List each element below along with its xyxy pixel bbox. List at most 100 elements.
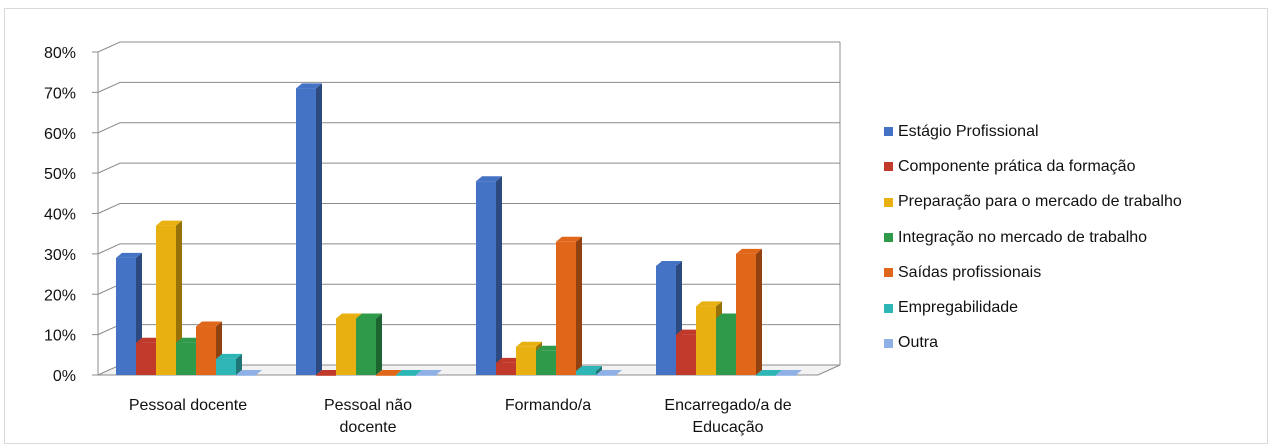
x-tick-label: Encarregado/a de Educação <box>664 397 791 436</box>
bar-face <box>216 358 236 375</box>
bar <box>556 236 582 375</box>
legend-item: Saídas profissionais <box>884 255 1182 290</box>
bar-face <box>556 241 576 375</box>
y-tick-label: 80% <box>44 45 76 62</box>
bar-face <box>556 236 582 242</box>
y-tick-label: 30% <box>44 247 76 264</box>
bar-face <box>756 248 762 375</box>
bar-face <box>236 353 242 375</box>
legend-label: Estágio Profissional <box>898 122 1039 140</box>
chart-legend: Estágio Profissional Componente prática d… <box>884 114 1182 361</box>
legend-swatch <box>884 268 893 278</box>
bar-face <box>756 370 782 375</box>
bar-face <box>396 375 416 376</box>
bar-face <box>776 370 802 375</box>
legend-item: Componente prática da formação <box>884 149 1182 184</box>
legend-swatch <box>884 197 893 207</box>
bar-face <box>676 334 696 375</box>
bar-face <box>176 220 182 375</box>
gridline <box>97 203 840 214</box>
bar-face <box>696 306 716 375</box>
bar-face <box>576 236 582 375</box>
bar-face <box>196 326 216 375</box>
legend-item: Preparação para o mercado de trabalho <box>884 185 1182 220</box>
bar <box>736 248 762 375</box>
bar-face <box>136 337 162 343</box>
bar-face <box>596 365 602 375</box>
bar-face <box>416 375 436 376</box>
bar-face <box>376 375 396 376</box>
y-tick-label: 10% <box>44 328 76 345</box>
bar-face <box>496 357 522 363</box>
legend-item: Integração no mercado de trabalho <box>884 220 1182 255</box>
legend-swatch <box>884 127 893 137</box>
bar-face <box>176 337 202 343</box>
bar <box>416 370 442 376</box>
bar-face <box>296 88 316 376</box>
bar-face <box>196 321 222 327</box>
legend-label: Saídas profissionais <box>898 263 1042 281</box>
bar <box>376 370 402 376</box>
bar-face <box>496 176 502 375</box>
bar-face <box>316 83 322 376</box>
bar-face <box>356 313 382 319</box>
y-tick-label: 70% <box>44 85 76 102</box>
bar-face <box>376 370 402 375</box>
legend-swatch <box>884 303 893 313</box>
legend-label: Componente prática da formação <box>898 157 1136 175</box>
bar <box>296 83 322 376</box>
bar-face <box>476 181 496 375</box>
y-tick-label: 40% <box>44 207 76 224</box>
bar <box>156 220 182 375</box>
gridline <box>97 243 840 255</box>
x-tick-label: Pessoal não docente <box>324 397 412 436</box>
bar-face <box>316 370 342 375</box>
bar-face <box>476 176 502 182</box>
bar-face <box>536 345 562 351</box>
bar-face <box>216 353 242 359</box>
legend-label: Outra <box>898 334 939 352</box>
gridline <box>97 122 840 134</box>
bar-face <box>176 342 196 375</box>
bar <box>236 370 262 376</box>
legend-swatch <box>884 162 893 172</box>
bar-face <box>736 253 756 375</box>
bar-face <box>376 313 382 375</box>
bar-face <box>656 265 676 375</box>
bar-face <box>596 375 616 376</box>
y-tick-label: 0% <box>53 368 76 385</box>
gridline <box>97 283 840 295</box>
bar-face <box>536 350 556 375</box>
bar-face <box>236 370 262 375</box>
x-tick-label: Pessoal docente <box>129 397 247 414</box>
legend-label: Integração no mercado de trabalho <box>898 228 1148 246</box>
legend-item: Outra <box>884 326 1182 361</box>
y-tick-label: 20% <box>44 287 76 304</box>
bar-face <box>656 260 682 266</box>
bar-face <box>576 365 602 371</box>
bar-face <box>516 346 536 375</box>
legend-swatch <box>884 233 893 243</box>
gridline <box>97 41 840 53</box>
legend-item: Estágio Profissional <box>884 114 1182 149</box>
bar <box>596 370 622 376</box>
bar-face <box>716 318 736 375</box>
bar-face <box>736 248 762 254</box>
y-tick-label: 60% <box>44 126 76 143</box>
bar-face <box>716 313 742 319</box>
bar-face <box>396 370 422 375</box>
legend-swatch <box>884 338 893 348</box>
bar-face <box>696 301 722 307</box>
bar-face <box>156 220 182 226</box>
bar-face <box>116 257 136 375</box>
bar-face <box>236 375 256 376</box>
bar <box>756 370 782 376</box>
bar-face <box>316 375 336 376</box>
legend-label: Preparação para o mercado de trabalho <box>898 193 1182 211</box>
gridline <box>97 81 840 93</box>
bar <box>216 353 242 375</box>
bar-face <box>496 362 516 375</box>
legend-label: Empregabilidade <box>898 299 1019 317</box>
bar-face <box>676 329 702 335</box>
bar <box>476 176 502 375</box>
